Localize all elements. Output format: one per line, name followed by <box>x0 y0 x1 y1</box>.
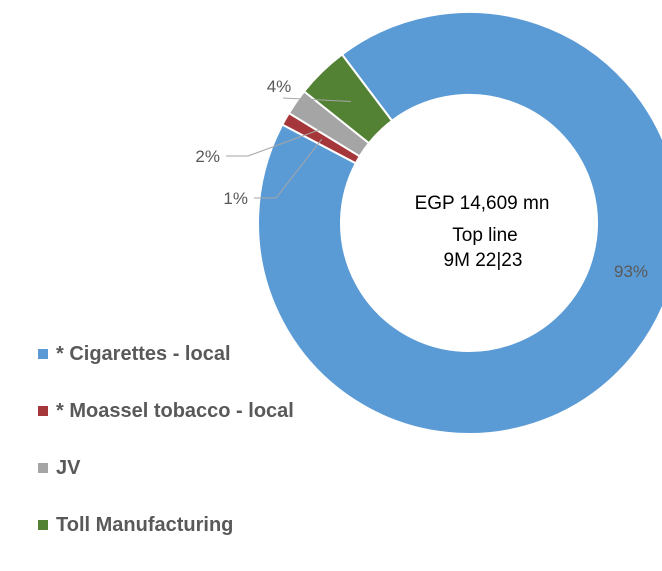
legend-swatch-3 <box>38 463 48 473</box>
slice-label-3: 2% <box>195 147 220 166</box>
center-text-line-3: 9M 22|23 <box>444 250 523 271</box>
legend-swatch-1 <box>38 349 48 359</box>
legend: * Cigarettes - local * Moassel tobacco - … <box>38 343 294 571</box>
legend-swatch-2 <box>38 406 48 416</box>
legend-swatch-4 <box>38 520 48 530</box>
slice-label-1: 93% <box>614 262 648 281</box>
legend-label-4: Toll Manufacturing <box>56 513 234 536</box>
slice-label-2: 1% <box>223 189 248 208</box>
slice-labels: 93% 1% 2% 4% <box>195 77 648 281</box>
leader-lines <box>226 97 351 199</box>
leader-line-4 <box>282 97 351 102</box>
donut-slice-1 <box>257 11 662 435</box>
legend-label-3: JV <box>56 456 81 479</box>
legend-label-2: * Moassel tobacco - local <box>56 399 294 422</box>
center-text-line-1: EGP 14,609 mn <box>415 193 550 214</box>
slice-label-4: 4% <box>267 77 292 96</box>
donut-slices <box>257 11 662 435</box>
center-text: EGP 14,609 mn Top line 9M 22|23 <box>415 193 550 271</box>
donut-slice-4 <box>302 53 394 145</box>
donut-chart: 93% 1% 2% 4% EGP 14,609 mn Top line 9M 22|23 <box>195 11 662 435</box>
leader-line-3 <box>226 125 331 157</box>
legend-item-4: Toll Manufacturing <box>38 514 294 536</box>
legend-item-1: * Cigarettes - local <box>38 343 294 365</box>
legend-item-2: * Moassel tobacco - local <box>38 400 294 422</box>
center-text-line-2: Top line <box>452 225 518 246</box>
leader-line-2 <box>254 138 323 199</box>
legend-item-3: JV <box>38 457 294 479</box>
legend-label-1: * Cigarettes - local <box>56 342 231 365</box>
